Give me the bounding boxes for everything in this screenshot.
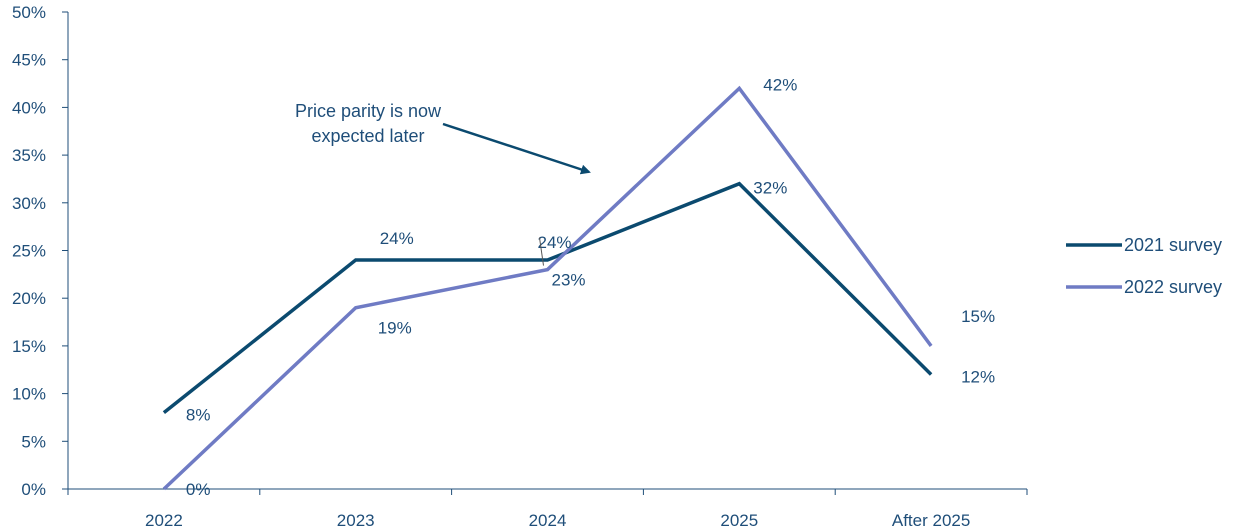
- annotation-line-1: Price parity is now: [295, 101, 442, 121]
- data-label: 32%: [753, 179, 787, 198]
- legend: 2021 survey 2022 survey: [1066, 235, 1222, 297]
- y-tick-label: 5%: [21, 432, 46, 451]
- data-label: 23%: [552, 271, 586, 290]
- data-label: 19%: [378, 319, 412, 338]
- data-label: 24%: [380, 229, 414, 248]
- y-tick-label: 40%: [12, 98, 46, 117]
- series-lines: [162, 85, 933, 491]
- y-tick-label: 25%: [12, 242, 46, 261]
- label-leader-line: [539, 237, 544, 266]
- y-tick-label: 15%: [12, 337, 46, 356]
- series-line-2: [162, 85, 933, 491]
- y-tick-label: 20%: [12, 289, 46, 308]
- data-label: 12%: [961, 368, 995, 387]
- data-label: 24%: [538, 233, 572, 252]
- data-label: 42%: [763, 75, 797, 94]
- annotation: Price parity is now expected later: [295, 101, 591, 175]
- legend-label-1: 2021 survey: [1124, 235, 1222, 255]
- y-tick-label: 30%: [12, 194, 46, 213]
- y-tick-label: 35%: [12, 146, 46, 165]
- y-tick-label: 45%: [12, 51, 46, 70]
- data-label: 0%: [186, 480, 211, 499]
- axes: 0% 5% 10% 15% 20% 25% 30% 35% 40% 45% 50% 2022 2023 2…: [12, 3, 1028, 530]
- legend-label-2: 2022 survey: [1124, 277, 1222, 297]
- x-tick-label: 2024: [529, 511, 567, 530]
- x-tick-label: After 2025: [892, 511, 970, 530]
- series-line-1: [162, 181, 933, 415]
- y-tick-label: 10%: [12, 385, 46, 404]
- x-tick-label: 2023: [337, 511, 375, 530]
- data-label: 8%: [186, 406, 211, 425]
- annotation-line-2: expected later: [311, 126, 424, 146]
- data-labels: 8% 24% 24% 32% 12% 0% 19% 23% 42% 15%: [186, 75, 995, 499]
- data-label: 15%: [961, 307, 995, 326]
- y-tick-label: 50%: [12, 3, 46, 22]
- annotation-arrow: [442, 122, 591, 175]
- x-tick-label: 2022: [145, 511, 183, 530]
- y-tick-label: 0%: [21, 480, 46, 499]
- x-tick-label: 2025: [720, 511, 758, 530]
